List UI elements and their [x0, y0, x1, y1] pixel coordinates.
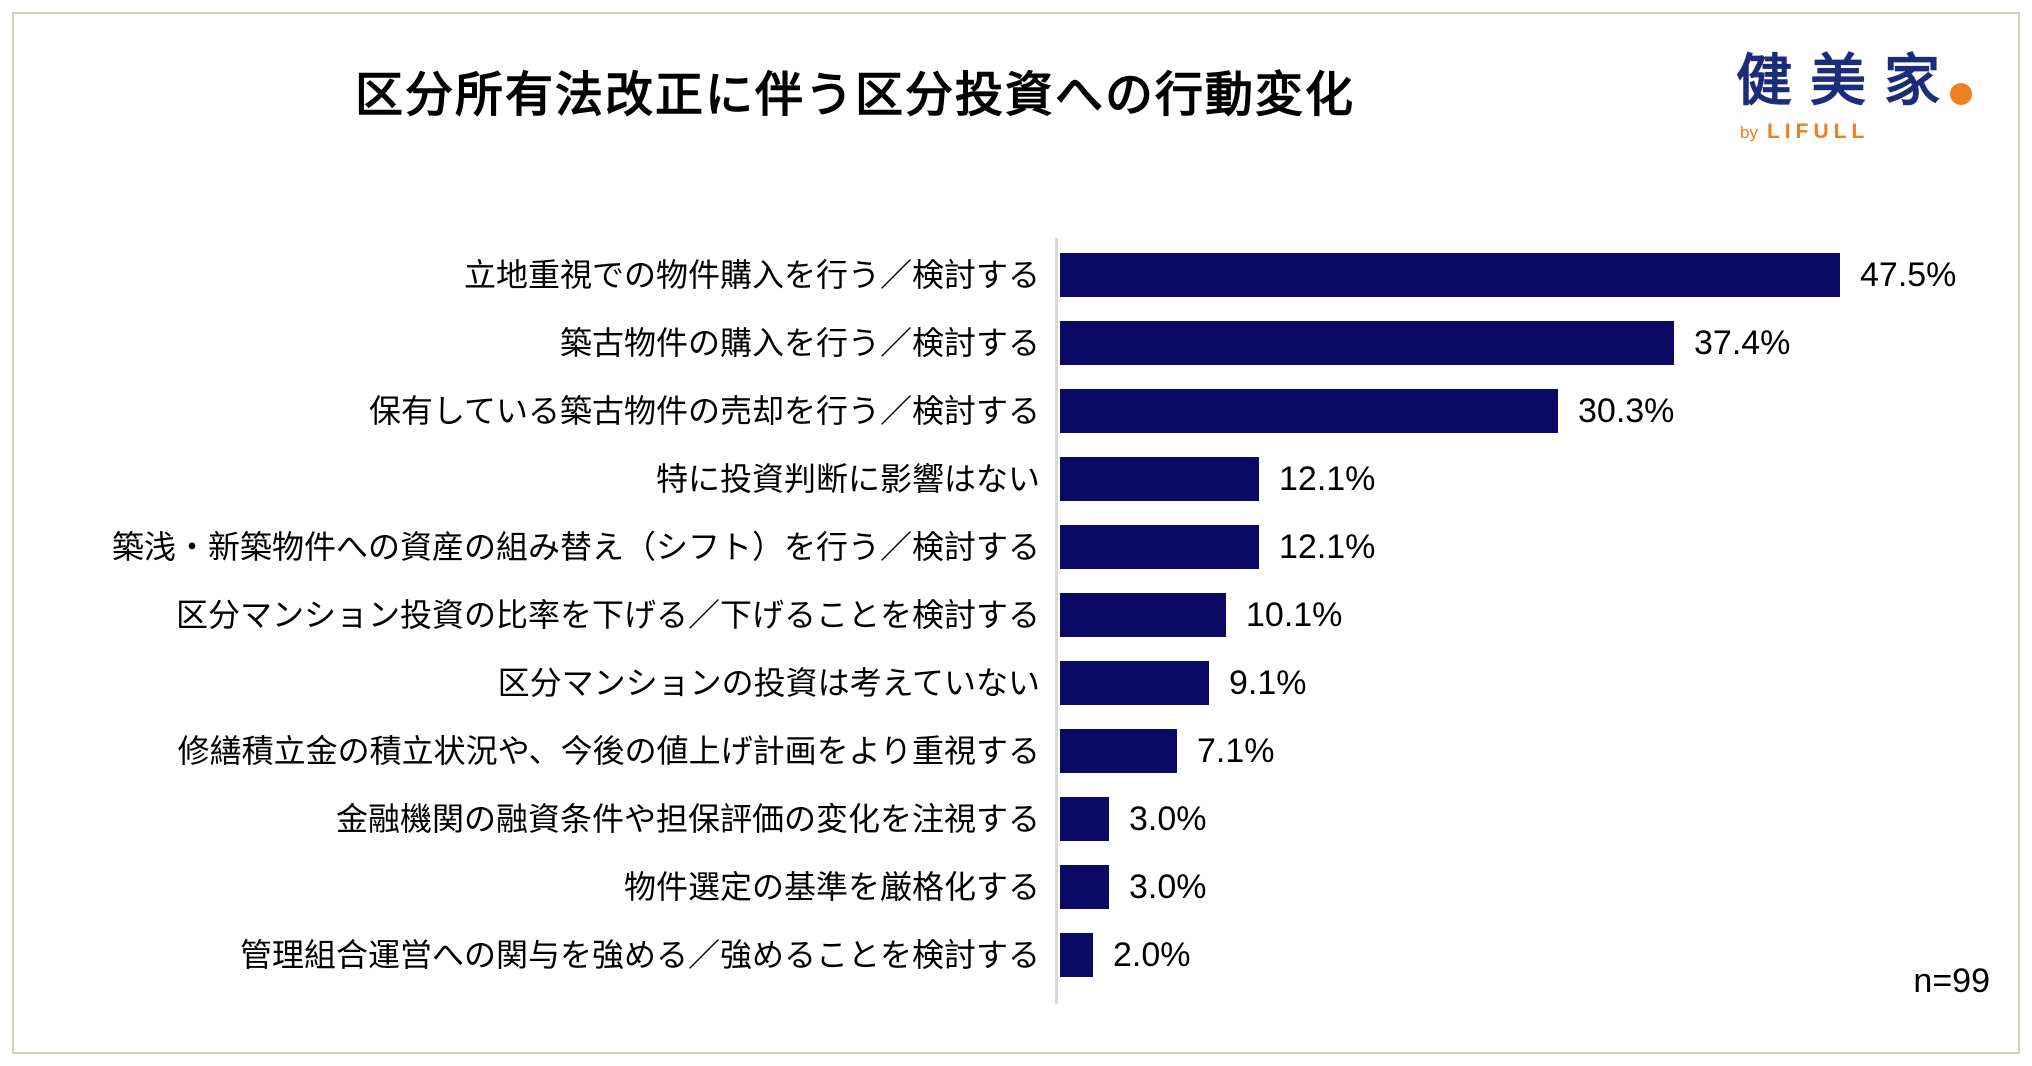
bar-zone: 3.0% — [1060, 865, 1207, 909]
category-label: 築古物件の購入を行う／検討する — [559, 324, 1040, 361]
bar-row: 金融機関の融資条件や担保評価の変化を注視する 3.0% — [30, 785, 1956, 853]
bar-zone: 37.4% — [1060, 321, 1790, 365]
value-label: 2.0% — [1113, 935, 1191, 974]
bar-zone: 30.3% — [1060, 389, 1674, 433]
chart-title: 区分所有法改正に伴う区分投資への行動変化 — [354, 69, 1355, 122]
value-label: 37.4% — [1694, 323, 1791, 362]
bar-row: 保有している築古物件の売却を行う／検討する 30.3% — [30, 377, 1956, 445]
bar — [1060, 253, 1840, 297]
value-label: 3.0% — [1129, 799, 1207, 838]
bar-row: 区分マンション投資の比率を下げる／下げることを検討する 10.1% — [30, 581, 1956, 649]
bar-row: 修繕積立金の積立状況や、今後の値上げ計画をより重視する 7.1% — [30, 717, 1956, 785]
logo-brand-text: 健美家 — [1736, 49, 1958, 112]
category-label: 管理組合運営への関与を強める／強めることを検討する — [239, 936, 1040, 973]
bar-zone: 3.0% — [1060, 797, 1207, 841]
value-label: 12.1% — [1279, 527, 1376, 566]
bar-zone: 9.1% — [1060, 661, 1307, 705]
value-label: 9.1% — [1229, 663, 1307, 702]
bar-zone: 7.1% — [1060, 729, 1275, 773]
value-label: 30.3% — [1578, 391, 1675, 430]
bar — [1060, 865, 1109, 909]
bar-row: 特に投資判断に影響はない 12.1% — [30, 445, 1956, 513]
bar — [1060, 729, 1177, 773]
value-label: 47.5% — [1860, 255, 1957, 294]
category-label: 保有している築古物件の売却を行う／検討する — [368, 392, 1040, 429]
bar — [1060, 797, 1109, 841]
value-label: 10.1% — [1246, 595, 1343, 634]
chart-axis-line — [1055, 238, 1058, 1004]
bar-zone: 47.5% — [1060, 253, 1956, 297]
bar-row: 管理組合運営への関与を強める／強めることを検討する 2.0% — [30, 921, 1956, 989]
bar — [1060, 389, 1558, 433]
category-label: 特に投資判断に影響はない — [655, 460, 1040, 497]
bar-row: 立地重視での物件購入を行う／検討する 47.5% — [30, 241, 1956, 309]
bar-row: 物件選定の基準を厳格化する 3.0% — [30, 853, 1956, 921]
bar — [1060, 321, 1674, 365]
sample-size-label: n=99 — [1913, 962, 1990, 1000]
category-label: 立地重視での物件購入を行う／検討する — [463, 256, 1040, 293]
bar — [1060, 593, 1226, 637]
bar-zone: 12.1% — [1060, 457, 1375, 501]
orange-dot-icon — [1950, 82, 1972, 105]
category-label: 築浅・新築物件への資産の組み替え（シフト）を行う／検討する — [111, 528, 1040, 565]
value-label: 7.1% — [1197, 731, 1275, 770]
category-label: 修繕積立金の積立状況や、今後の値上げ計画をより重視する — [177, 732, 1040, 769]
bar — [1060, 661, 1209, 705]
bar-row: 築浅・新築物件への資産の組み替え（シフト）を行う／検討する 12.1% — [30, 513, 1956, 581]
value-label: 3.0% — [1129, 867, 1207, 906]
bar-row: 区分マンションの投資は考えていない 9.1% — [30, 649, 1956, 717]
bar-zone: 2.0% — [1060, 933, 1191, 977]
category-label: 区分マンションの投資は考えていない — [497, 664, 1040, 701]
category-label: 金融機関の融資条件や担保評価の変化を注視する — [335, 800, 1040, 837]
bar-zone: 12.1% — [1060, 525, 1375, 569]
bar-zone: 10.1% — [1060, 593, 1342, 637]
category-label: 物件選定の基準を厳格化する — [623, 868, 1040, 905]
bar-rows: 立地重視での物件購入を行う／検討する 47.5% 築古物件の購入を行う／検討する… — [30, 241, 1956, 989]
logo-brand-row: 健美家 — [1736, 49, 1996, 112]
kenbiya-logo: 健美家 by LIFULL — [1736, 49, 1996, 144]
bar — [1060, 457, 1259, 501]
value-label: 12.1% — [1279, 459, 1376, 498]
logo-company-text: LIFULL — [1766, 119, 1870, 143]
bar — [1060, 933, 1093, 977]
logo-byline: by LIFULL — [1736, 120, 1996, 144]
category-label: 区分マンション投資の比率を下げる／下げることを検討する — [175, 596, 1040, 633]
bar-row: 築古物件の購入を行う／検討する 37.4% — [30, 309, 1956, 377]
logo-by-text: by — [1740, 122, 1758, 142]
bar — [1060, 525, 1259, 569]
